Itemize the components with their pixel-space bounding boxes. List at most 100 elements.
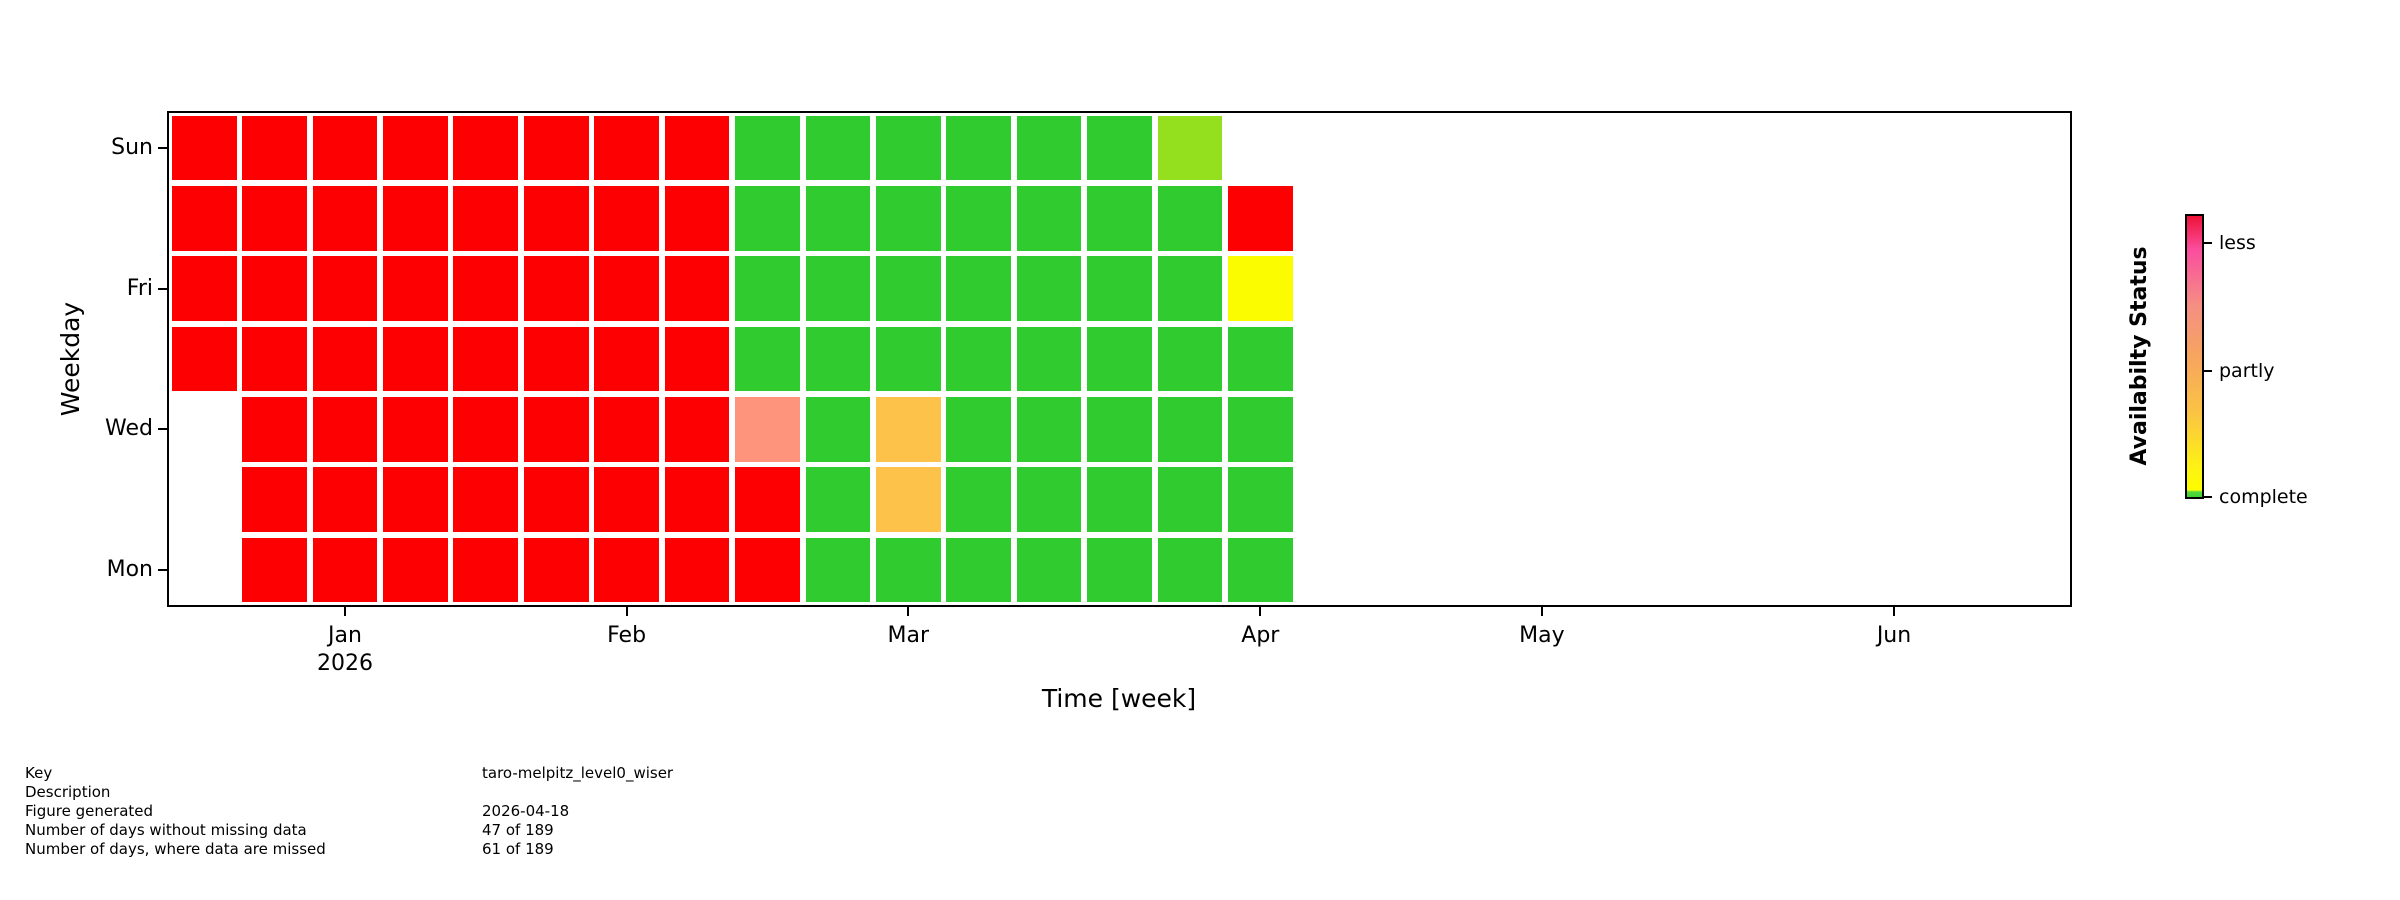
y-tick-label: Wed: [105, 416, 153, 442]
heatmap-cell: [523, 115, 589, 181]
x-axis-label: Time [week]: [1041, 684, 1197, 713]
heatmap-cell: [664, 115, 730, 181]
heatmap-cell: [242, 326, 307, 392]
heatmap-cell: [1227, 256, 1293, 322]
footer-row-value: 2026-04-18: [482, 801, 570, 820]
heatmap-cell: [1087, 115, 1152, 181]
heatmap-cell: [1157, 256, 1223, 322]
heatmap-cell: [523, 256, 589, 322]
footer-row-value: 61 of 189: [482, 839, 554, 858]
heatmap-cell: [171, 115, 237, 181]
colorbar-tick-mark: [2204, 242, 2212, 244]
x-tick-label: Apr: [1241, 623, 1280, 648]
plot-area: [167, 111, 2072, 607]
heatmap-cell: [1157, 326, 1223, 392]
colorbar-tick-label: partly: [2219, 360, 2275, 383]
heatmap-cell: [242, 537, 307, 603]
heatmap-cell: [453, 537, 519, 603]
x-tick-year: 2026: [317, 651, 373, 676]
heatmap-cell: [805, 186, 871, 251]
heatmap-cell: [594, 256, 659, 322]
y-axis-label: Weekday: [56, 301, 85, 417]
x-tick-mark: [625, 607, 628, 616]
y-tick-label: Fri: [126, 275, 153, 301]
colorbar-gradient: [2185, 214, 2204, 499]
heatmap-cell: [946, 537, 1012, 603]
colorbar-label: Availabilty Status: [2127, 246, 2152, 466]
heatmap-cell: [1227, 396, 1293, 462]
heatmap-cell: [523, 396, 589, 462]
heatmap-cell: [312, 186, 378, 251]
heatmap-cell: [242, 396, 307, 462]
x-tick-label: Jan 2026: [265, 622, 425, 678]
heatmap-cell: [875, 537, 941, 603]
heatmap-cell: [594, 537, 659, 603]
heatmap-cell: [1157, 396, 1223, 462]
heatmap-cell: [594, 186, 659, 251]
heatmap-cell: [664, 326, 730, 392]
heatmap-cell: [312, 115, 378, 181]
heatmap-cell: [1087, 396, 1152, 462]
heatmap-cell: [171, 326, 237, 392]
heatmap-cell: [1227, 326, 1293, 392]
heatmap-cell: [1016, 186, 1082, 251]
heatmap-cell: [453, 256, 519, 322]
footer-row: Number of days without missing data 47 of…: [0, 821, 900, 840]
heatmap-cell: [1087, 256, 1152, 322]
heatmap-cell: [805, 256, 871, 322]
footer-row-label: Number of days without missing data: [25, 820, 307, 839]
heatmap-cell: [453, 115, 519, 181]
colorbar-tick-mark: [2204, 496, 2212, 498]
footer-row-label: Figure generated: [25, 801, 154, 820]
heatmap-cell: [1016, 467, 1082, 532]
heatmap-cell: [805, 396, 871, 462]
x-tick-label: Jun: [1876, 623, 1912, 648]
heatmap-cell: [312, 467, 378, 532]
heatmap-cell: [383, 256, 448, 322]
heatmap-cell: [171, 186, 237, 251]
y-tick-label: Sun: [111, 135, 153, 161]
heatmap-cell: [735, 537, 800, 603]
heatmap-cell: [171, 256, 237, 322]
x-tick-mark: [1259, 607, 1262, 616]
heatmap-cell: [875, 186, 941, 251]
heatmap-cell: [383, 537, 448, 603]
heatmap-cell: [1087, 537, 1152, 603]
heatmap-cell: [805, 537, 871, 603]
x-tick-mark: [344, 607, 346, 616]
heatmap-cell: [1016, 115, 1082, 181]
x-tick-mark: [1893, 607, 1895, 616]
heatmap-cell: [946, 115, 1012, 181]
heatmap-cell: [1016, 396, 1082, 462]
x-tick-label: Mar: [887, 623, 930, 648]
heatmap-cell: [383, 326, 448, 392]
x-tick-mark: [1540, 607, 1543, 616]
colorbar-tick-label: less: [2219, 232, 2256, 254]
heatmap-cell: [1087, 186, 1152, 251]
heatmap-cell: [735, 326, 800, 392]
y-tick-mark: [158, 287, 167, 290]
y-tick-mark: [158, 147, 167, 150]
footer-row-label: Key: [25, 763, 53, 782]
heatmap-cell: [875, 326, 941, 392]
heatmap-cell: [312, 396, 378, 462]
x-tick-label: Feb: [607, 623, 647, 648]
heatmap-cell: [1016, 326, 1082, 392]
heatmap-cell: [805, 115, 871, 181]
y-tick-mark: [158, 568, 167, 571]
heatmap-cell: [1157, 115, 1223, 181]
heatmap-cell: [1087, 467, 1152, 532]
footer-row: Number of days, where data are missed 61 …: [0, 840, 900, 859]
heatmap-cell: [523, 186, 589, 251]
y-tick-label: Mon: [106, 556, 153, 582]
heatmap-cell: [383, 186, 448, 251]
heatmap-cell: [875, 396, 941, 462]
heatmap-cell: [594, 467, 659, 532]
footer-row-label: Number of days, where data are missed: [25, 839, 326, 858]
heatmap-cell: [1157, 467, 1223, 532]
heatmap-cell: [664, 396, 730, 462]
heatmap-cell: [1227, 467, 1293, 532]
heatmap-cell: [523, 326, 589, 392]
heatmap-cell: [1016, 537, 1082, 603]
heatmap-cell: [875, 115, 941, 181]
